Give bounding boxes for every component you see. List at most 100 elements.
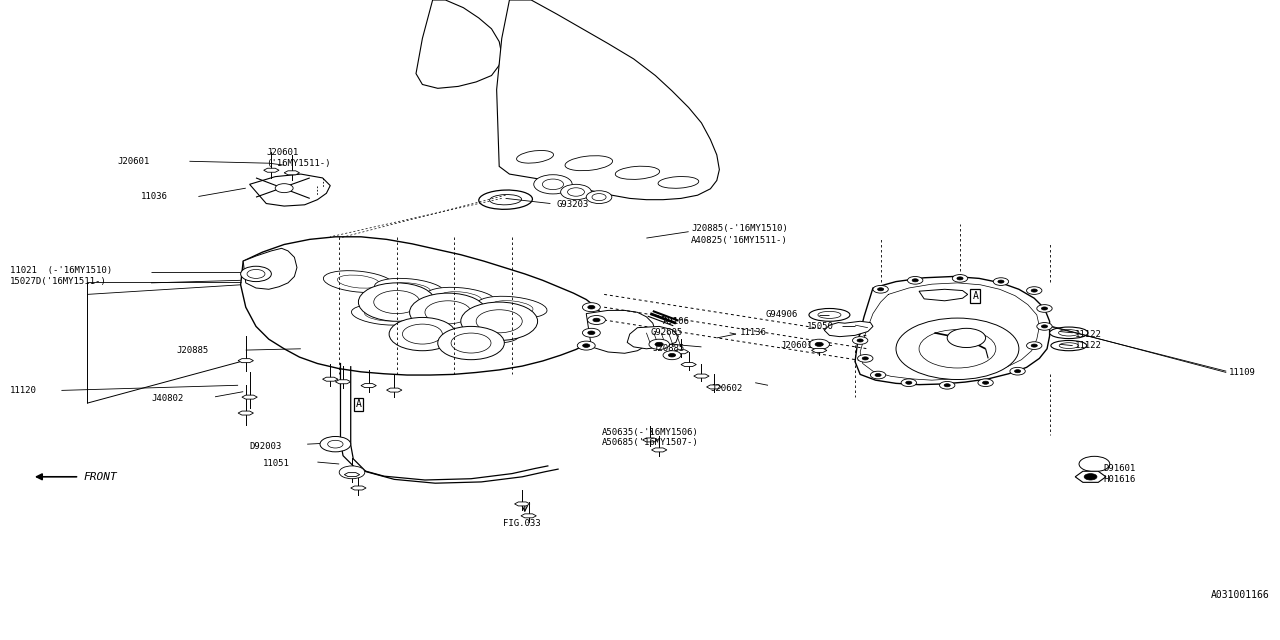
Text: G93203: G93203 xyxy=(557,200,589,209)
Ellipse shape xyxy=(479,190,532,209)
Ellipse shape xyxy=(403,313,467,333)
Polygon shape xyxy=(1075,471,1106,483)
Circle shape xyxy=(878,288,883,291)
Circle shape xyxy=(1042,307,1047,310)
Circle shape xyxy=(358,283,435,321)
Polygon shape xyxy=(241,237,604,375)
Circle shape xyxy=(947,328,986,348)
Circle shape xyxy=(809,339,829,349)
Circle shape xyxy=(852,337,868,344)
Polygon shape xyxy=(673,349,689,354)
Circle shape xyxy=(913,279,918,282)
Circle shape xyxy=(940,381,955,389)
Circle shape xyxy=(908,276,923,284)
Ellipse shape xyxy=(492,301,532,314)
Polygon shape xyxy=(238,411,253,415)
Text: A50635(-'16MY1506): A50635(-'16MY1506) xyxy=(602,428,699,436)
Circle shape xyxy=(582,344,590,348)
Circle shape xyxy=(410,293,486,332)
Polygon shape xyxy=(351,486,366,490)
Circle shape xyxy=(586,191,612,204)
Text: J40802: J40802 xyxy=(151,394,183,403)
Circle shape xyxy=(858,355,873,362)
Text: A: A xyxy=(356,399,361,410)
Circle shape xyxy=(945,384,950,387)
Text: J20601: J20601 xyxy=(781,341,813,350)
Circle shape xyxy=(275,184,293,193)
Circle shape xyxy=(870,371,886,379)
Circle shape xyxy=(1027,342,1042,349)
Circle shape xyxy=(655,342,663,346)
Polygon shape xyxy=(243,248,297,289)
Text: J20601: J20601 xyxy=(266,148,298,157)
Circle shape xyxy=(663,351,681,360)
Ellipse shape xyxy=(1060,342,1078,348)
Polygon shape xyxy=(416,0,502,88)
Circle shape xyxy=(577,341,595,350)
Text: A9106: A9106 xyxy=(663,317,690,326)
Text: 11136: 11136 xyxy=(740,328,767,337)
Text: J20885: J20885 xyxy=(653,344,685,353)
Ellipse shape xyxy=(338,275,379,288)
Circle shape xyxy=(561,184,591,200)
Text: 11051: 11051 xyxy=(262,460,289,468)
Ellipse shape xyxy=(517,150,553,163)
Polygon shape xyxy=(586,310,655,353)
Polygon shape xyxy=(707,385,722,389)
Circle shape xyxy=(438,326,504,360)
Polygon shape xyxy=(643,438,658,442)
Polygon shape xyxy=(242,395,257,399)
Ellipse shape xyxy=(1050,327,1088,339)
Circle shape xyxy=(649,339,669,349)
Circle shape xyxy=(389,317,456,351)
Polygon shape xyxy=(250,174,330,206)
Circle shape xyxy=(1027,287,1042,294)
Text: ('16MY1511-): ('16MY1511-) xyxy=(266,159,330,168)
Circle shape xyxy=(1015,370,1020,372)
Ellipse shape xyxy=(818,312,841,318)
Polygon shape xyxy=(521,514,536,518)
Text: 11109: 11109 xyxy=(1229,368,1256,377)
Circle shape xyxy=(957,277,963,280)
Text: A50685('16MY1507-): A50685('16MY1507-) xyxy=(602,438,699,447)
Polygon shape xyxy=(344,472,360,477)
Circle shape xyxy=(543,179,563,189)
Text: 11120: 11120 xyxy=(10,386,37,395)
Text: 11122: 11122 xyxy=(1075,341,1102,350)
Circle shape xyxy=(1079,456,1110,472)
Text: 15050: 15050 xyxy=(806,322,833,331)
Circle shape xyxy=(588,316,605,324)
Ellipse shape xyxy=(467,326,506,339)
Circle shape xyxy=(1037,323,1052,330)
Ellipse shape xyxy=(416,317,454,330)
Ellipse shape xyxy=(454,323,518,343)
Circle shape xyxy=(588,331,595,335)
Ellipse shape xyxy=(352,305,416,325)
Circle shape xyxy=(247,269,265,278)
Polygon shape xyxy=(387,388,402,392)
Polygon shape xyxy=(515,502,530,506)
Circle shape xyxy=(873,285,888,293)
Ellipse shape xyxy=(658,177,699,188)
Text: J20602: J20602 xyxy=(710,384,742,393)
Text: G92605: G92605 xyxy=(650,328,682,337)
Polygon shape xyxy=(694,374,709,378)
Circle shape xyxy=(374,291,420,314)
Polygon shape xyxy=(855,276,1050,385)
Ellipse shape xyxy=(426,287,495,309)
Text: J20601: J20601 xyxy=(118,157,150,166)
Circle shape xyxy=(567,188,585,196)
Circle shape xyxy=(425,301,471,324)
Circle shape xyxy=(1084,474,1097,480)
Text: H01616: H01616 xyxy=(1103,476,1135,484)
Circle shape xyxy=(1042,325,1047,328)
Text: 11122: 11122 xyxy=(1075,330,1102,339)
Polygon shape xyxy=(361,383,376,388)
Polygon shape xyxy=(812,348,827,353)
Text: D91601: D91601 xyxy=(1103,464,1135,473)
Polygon shape xyxy=(919,289,968,301)
Circle shape xyxy=(919,330,996,368)
Circle shape xyxy=(328,440,343,448)
Circle shape xyxy=(978,379,993,387)
Circle shape xyxy=(320,436,351,452)
